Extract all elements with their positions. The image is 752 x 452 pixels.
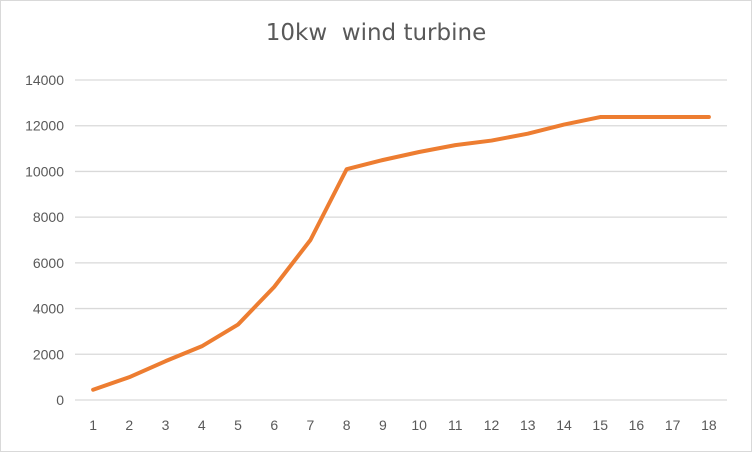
- x-tick-label: 13: [520, 417, 536, 433]
- gridlines: [75, 79, 727, 401]
- x-tick-label: 3: [162, 417, 170, 433]
- x-tick-label: 14: [556, 417, 572, 433]
- y-tick-label: 8000: [33, 209, 64, 225]
- x-tick-label: 11: [448, 417, 463, 433]
- x-tick-label: 1: [89, 417, 97, 433]
- x-tick-label: 10: [411, 417, 427, 433]
- x-tick-label: 18: [701, 417, 717, 433]
- x-tick-label: 2: [125, 417, 133, 433]
- y-tick-label: 14000: [25, 72, 64, 88]
- x-tick-label: 17: [665, 417, 681, 433]
- x-tick-label: 8: [343, 417, 351, 433]
- series-lines: [91, 115, 711, 392]
- x-tick-label: 12: [484, 417, 500, 433]
- y-tick-label: 4000: [33, 301, 64, 317]
- y-tick-label: 6000: [33, 255, 64, 271]
- x-tick-label: 4: [198, 417, 206, 433]
- y-tick-label: 12000: [25, 118, 64, 134]
- series-line: [91, 115, 711, 392]
- y-tick-label: 0: [56, 392, 64, 408]
- x-tick-label: 9: [379, 417, 387, 433]
- x-tick-label: 7: [307, 417, 315, 433]
- x-tick-label: 5: [234, 417, 242, 433]
- y-axis-ticks: 0 2000 4000 6000 8000 10000 12000 14000: [25, 72, 64, 408]
- x-tick-label: 6: [270, 417, 278, 433]
- x-tick-label: 16: [629, 417, 645, 433]
- chart-title: 10kw wind turbine: [265, 20, 487, 46]
- y-tick-label: 2000: [33, 346, 64, 362]
- x-axis-ticks: 1 2 3 4 5 6 7 8 9 10 11 12 13 14 15 16 17 18: [89, 417, 717, 433]
- y-tick-label: 10000: [25, 163, 64, 179]
- x-tick-label: 15: [592, 417, 608, 433]
